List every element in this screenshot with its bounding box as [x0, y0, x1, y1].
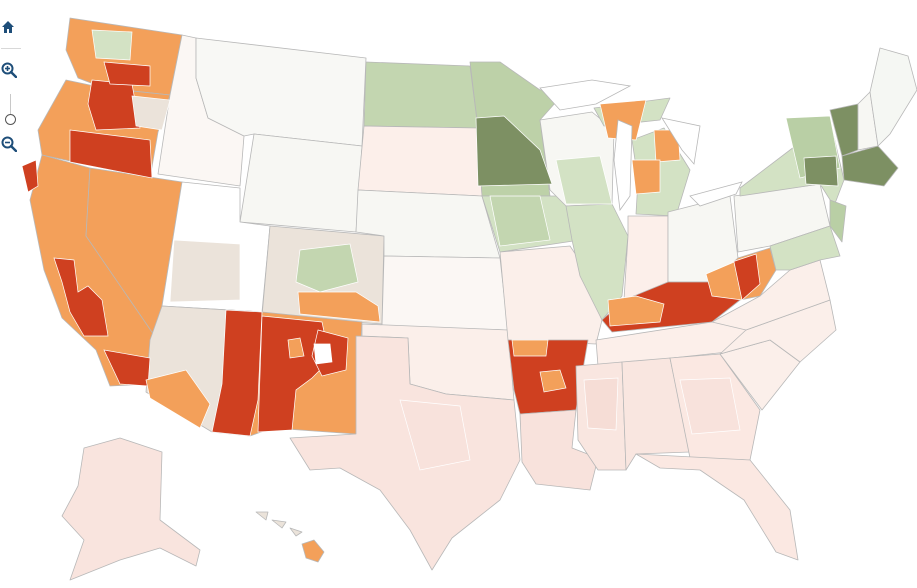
controls-divider [1, 48, 21, 49]
lake-michigan [613, 119, 633, 212]
county-region-arkansas-northwest[interactable] [511, 339, 549, 357]
county-region-west-virginia-orange[interactable] [705, 261, 743, 301]
county-region-new-mexico-pocket[interactable] [287, 337, 305, 359]
county-region-georgia-faint[interactable] [679, 377, 741, 435]
zoom-in-button[interactable] [1, 62, 21, 82]
state-louisiana[interactable] [519, 409, 599, 491]
state-florida[interactable] [635, 453, 799, 561]
county-region-mississippi-faint[interactable] [583, 377, 619, 431]
state-alabama[interactable] [621, 357, 691, 471]
state-hawaii[interactable] [301, 539, 325, 563]
state-wyoming[interactable] [239, 133, 363, 233]
county-region-michigan-west[interactable] [631, 159, 661, 195]
lake-erie [689, 181, 743, 207]
state-massachusetts[interactable] [841, 145, 899, 187]
county-region-washington-green[interactable] [91, 29, 133, 61]
zoom-out-icon [1, 136, 17, 152]
zoom-slider-handle[interactable] [5, 114, 16, 125]
county-region-arkansas-center[interactable] [539, 369, 567, 393]
county-highlights-layer [21, 29, 841, 471]
county-region-colorado-orange[interactable] [297, 291, 381, 323]
county-region-iowa-light[interactable] [489, 195, 551, 247]
county-region-minnesota-dark[interactable] [475, 115, 553, 187]
great-lakes [539, 79, 743, 212]
zoom-out-button[interactable] [1, 136, 21, 156]
county-region-michigan-north[interactable] [599, 99, 647, 141]
state-kansas[interactable] [381, 255, 509, 331]
zoom-in-icon [1, 62, 17, 78]
county-region-oregon-north[interactable] [103, 61, 151, 87]
county-region-wisconsin-light[interactable] [555, 155, 613, 205]
county-region-oregon-southeast[interactable] [69, 129, 153, 179]
state-alaska[interactable] [61, 437, 201, 581]
home-button[interactable] [1, 20, 21, 40]
state-south-dakota[interactable] [357, 125, 483, 197]
county-region-california-central[interactable] [53, 257, 109, 337]
map-controls [0, 12, 24, 162]
county-region-texas-faint[interactable] [399, 399, 471, 471]
county-region-new-mexico-white[interactable] [313, 343, 333, 365]
home-icon [2, 21, 14, 33]
zoom-slider-track[interactable] [10, 94, 11, 120]
county-region-washington-neutral[interactable] [131, 95, 171, 131]
county-region-california-north[interactable] [21, 159, 39, 193]
county-region-utah-neutral[interactable] [169, 239, 241, 303]
county-region-new-york-dark[interactable] [803, 155, 839, 187]
county-region-arizona-south[interactable] [145, 369, 211, 429]
state-maine[interactable] [869, 47, 917, 147]
state-hawaii-islands[interactable] [255, 511, 303, 537]
county-region-kentucky-orange[interactable] [607, 295, 665, 327]
county-region-arizona-east[interactable] [211, 309, 263, 437]
state-north-dakota[interactable] [363, 61, 479, 129]
county-region-new-mexico-west[interactable] [257, 315, 331, 433]
county-region-colorado-green[interactable] [295, 243, 359, 293]
lake-superior [539, 79, 632, 111]
state-new-jersey[interactable] [829, 199, 847, 243]
state-texas[interactable] [289, 335, 521, 571]
county-region-oregon-central[interactable] [87, 79, 141, 131]
lake-huron [661, 117, 701, 165]
